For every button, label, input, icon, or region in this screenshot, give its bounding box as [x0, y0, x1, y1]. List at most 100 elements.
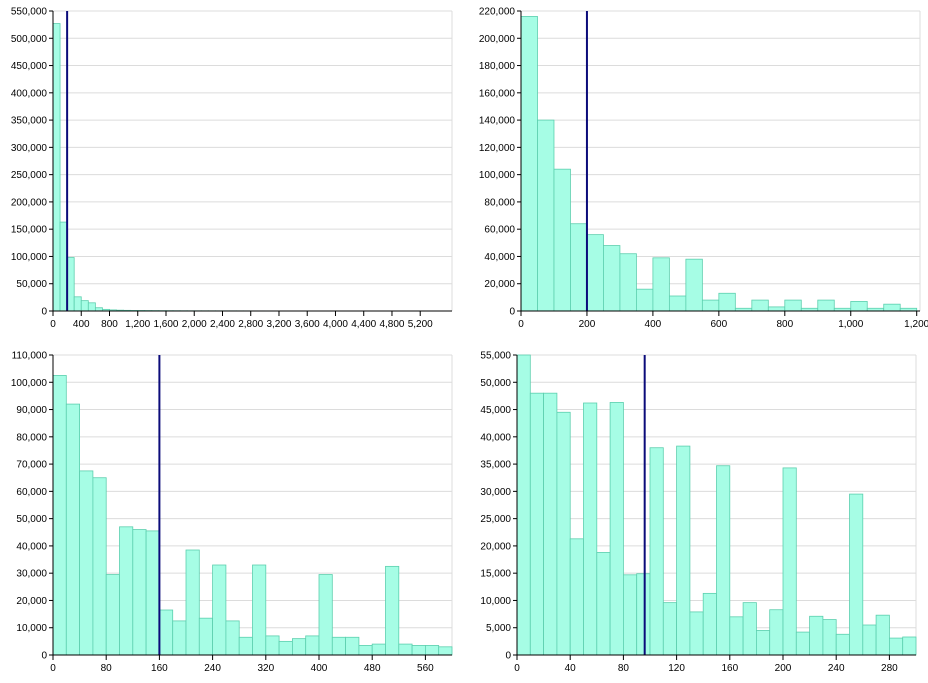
y-tick-label: 60,000 [484, 225, 515, 236]
y-tick-label: 550,000 [11, 7, 48, 18]
y-tick-label: 50,000 [16, 514, 47, 525]
y-tick-label: 350,000 [11, 116, 48, 127]
y-tick-label: 50,000 [480, 378, 511, 389]
histogram-bar [785, 300, 801, 311]
y-tick-label: 200,000 [11, 197, 48, 208]
histogram-bar [796, 632, 809, 655]
y-tick-label: 80,000 [16, 432, 47, 443]
y-tick-label: 30,000 [16, 569, 47, 580]
x-tick-label: 3,200 [266, 319, 291, 330]
histogram-bar [530, 393, 543, 655]
histogram-bar [66, 404, 79, 655]
y-tick-label: 300,000 [11, 143, 48, 154]
y-tick-label: 10,000 [16, 623, 47, 634]
x-tick-label: 400 [645, 319, 662, 330]
histogram-bar [439, 647, 452, 655]
histogram-bar [823, 620, 836, 655]
x-tick-label: 1,200 [904, 319, 928, 330]
histogram-bar [292, 639, 305, 655]
x-tick-label: 160 [151, 663, 168, 674]
x-tick-label: 400 [73, 319, 90, 330]
y-tick-label: 220,000 [479, 7, 516, 18]
histogram-bar [372, 644, 385, 655]
histogram-bar [876, 615, 889, 655]
x-tick-label: 2,800 [238, 319, 263, 330]
y-tick-label: 50,000 [16, 279, 47, 290]
x-tick-label: 2,000 [182, 319, 207, 330]
y-tick-label: 60,000 [16, 487, 47, 498]
histogram-bar [851, 301, 867, 311]
y-tick-label: 70,000 [16, 460, 47, 471]
histogram-bar [690, 612, 703, 655]
histogram-bar [783, 468, 796, 655]
y-tick-label: 180,000 [479, 61, 516, 72]
histogram-bar [587, 235, 603, 311]
histogram-bar [537, 120, 553, 311]
histogram-bar [239, 637, 252, 655]
y-tick-label: 20,000 [480, 541, 511, 552]
histogram-bar [319, 575, 332, 655]
histogram-bar [120, 527, 133, 655]
histogram-bar [597, 552, 610, 655]
x-tick-label: 240 [828, 663, 845, 674]
y-tick-label: 20,000 [16, 596, 47, 607]
y-tick-label: 40,000 [484, 252, 515, 263]
histogram-bar [74, 297, 81, 311]
x-tick-label: 280 [881, 663, 898, 674]
y-tick-label: 140,000 [479, 116, 516, 127]
histogram-bar [637, 574, 650, 655]
histogram-bar [730, 617, 743, 655]
y-tick-label: 160,000 [479, 88, 516, 99]
y-tick-label: 110,000 [12, 351, 48, 362]
histogram-bar [106, 575, 119, 655]
x-tick-label: 2,400 [210, 319, 235, 330]
histogram-bar [557, 412, 570, 655]
x-tick-label: 80 [101, 663, 113, 674]
histogram-bar [610, 402, 623, 655]
x-tick-label: 160 [721, 663, 738, 674]
histogram-bar [93, 478, 106, 655]
histogram-bar [386, 566, 399, 655]
x-tick-label: 600 [711, 319, 728, 330]
histogram-bar [266, 636, 279, 655]
x-tick-label: 0 [50, 663, 56, 674]
histogram-bar [663, 603, 676, 655]
histogram-bar [719, 293, 735, 311]
y-tick-label: 0 [41, 651, 47, 662]
x-tick-label: 1,200 [125, 319, 150, 330]
x-tick-label: 4,400 [351, 319, 376, 330]
x-tick-label: 240 [204, 663, 221, 674]
x-tick-label: 40 [565, 663, 577, 674]
x-tick-label: 1,000 [838, 319, 863, 330]
histogram-bar [717, 466, 730, 655]
y-tick-label: 0 [505, 651, 511, 662]
histogram-bar [199, 618, 212, 655]
histogram-bar [818, 300, 834, 311]
x-tick-label: 200 [775, 663, 792, 674]
histogram-bar [743, 603, 756, 655]
histogram-bar [425, 645, 438, 655]
histogram-bar [346, 637, 359, 655]
y-tick-label: 5,000 [486, 623, 511, 634]
y-tick-label: 120,000 [479, 143, 516, 154]
histogram-bar [253, 565, 266, 655]
y-tick-label: 40,000 [480, 432, 511, 443]
histogram-bar [399, 644, 412, 655]
histogram-bar [650, 448, 663, 655]
x-tick-label: 320 [257, 663, 274, 674]
histogram-bar [279, 641, 292, 655]
histogram-bar [226, 621, 239, 655]
histogram-bar [554, 169, 570, 311]
histogram-bar [133, 530, 146, 655]
x-tick-label: 4,800 [379, 319, 404, 330]
histogram-bar [53, 24, 60, 311]
y-tick-label: 55,000 [480, 351, 511, 362]
histogram-bar [570, 539, 583, 655]
histogram-bar [884, 304, 900, 311]
histogram-bar [412, 645, 425, 655]
y-tick-label: 100,000 [11, 378, 48, 389]
histogram-panel-2: 020,00040,00060,00080,000100,000120,0001… [479, 7, 928, 331]
histogram-bar [863, 625, 876, 655]
x-tick-label: 800 [101, 319, 118, 330]
